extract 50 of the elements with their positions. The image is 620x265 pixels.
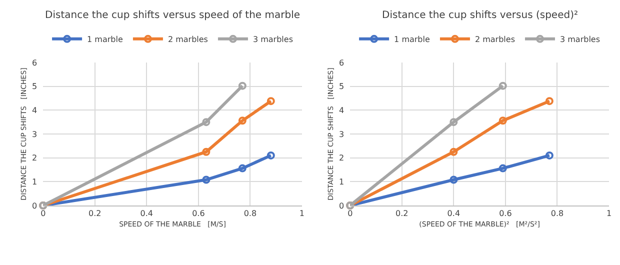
point xyxy=(202,148,210,156)
point xyxy=(266,151,275,160)
x-tick-label: 0.6 xyxy=(192,209,205,218)
y-tick-label: 2 xyxy=(32,154,38,163)
x-tick-label: 0 xyxy=(40,209,46,218)
y-tick-label: 4 xyxy=(32,106,38,115)
x-tick-label: 1 xyxy=(606,209,612,218)
point xyxy=(266,97,275,106)
point xyxy=(450,148,458,156)
x-tick-label: 0 xyxy=(348,209,353,218)
x-tick-label: 0.4 xyxy=(447,209,460,218)
x-tick-label: 1 xyxy=(299,209,305,218)
y-tick-label: 5 xyxy=(339,82,344,92)
x-tick-label: 0.6 xyxy=(499,209,512,218)
y-tick-label: 3 xyxy=(339,130,344,139)
legend-label: 1 marble xyxy=(394,35,430,44)
point xyxy=(498,164,507,172)
y-tick-label: 0 xyxy=(339,201,344,210)
point xyxy=(238,116,246,125)
point xyxy=(498,82,507,90)
legend-label: 2 marbles xyxy=(168,35,208,44)
point xyxy=(498,116,507,125)
chart-title: Distance the cup shifts versus speed of the marble xyxy=(45,10,300,21)
legend-label: 3 marbles xyxy=(252,35,293,44)
chart-title: Distance the cup shifts versus (speed)² xyxy=(382,10,578,21)
x-tick-label: 0.4 xyxy=(140,209,154,218)
point xyxy=(202,176,210,184)
y-tick-label: 0 xyxy=(32,201,38,210)
y-tick-label: 2 xyxy=(339,154,344,163)
point xyxy=(450,118,458,126)
point xyxy=(545,151,554,160)
x-tick-label: 0.2 xyxy=(88,209,102,218)
y-tick-label: 1 xyxy=(32,177,38,186)
point xyxy=(238,82,246,90)
y-tick-label: 6 xyxy=(32,58,38,68)
point xyxy=(450,176,458,184)
y-tick-label: 3 xyxy=(32,130,38,139)
legend-label: 3 marbles xyxy=(560,35,600,44)
x-tick-label: 0.8 xyxy=(550,209,564,218)
point xyxy=(545,97,554,106)
point xyxy=(202,118,210,126)
legend-label: 1 marble xyxy=(87,35,123,44)
y-tick-label: 4 xyxy=(339,106,344,115)
point xyxy=(238,164,246,172)
y-tick-label: 1 xyxy=(339,177,344,186)
x-tick-label: 0.8 xyxy=(244,209,257,218)
x-tick-label: 0.2 xyxy=(396,209,408,218)
y-tick-label: 6 xyxy=(339,58,344,68)
y-tick-label: 5 xyxy=(32,82,38,92)
legend-label: 2 marbles xyxy=(474,35,515,44)
